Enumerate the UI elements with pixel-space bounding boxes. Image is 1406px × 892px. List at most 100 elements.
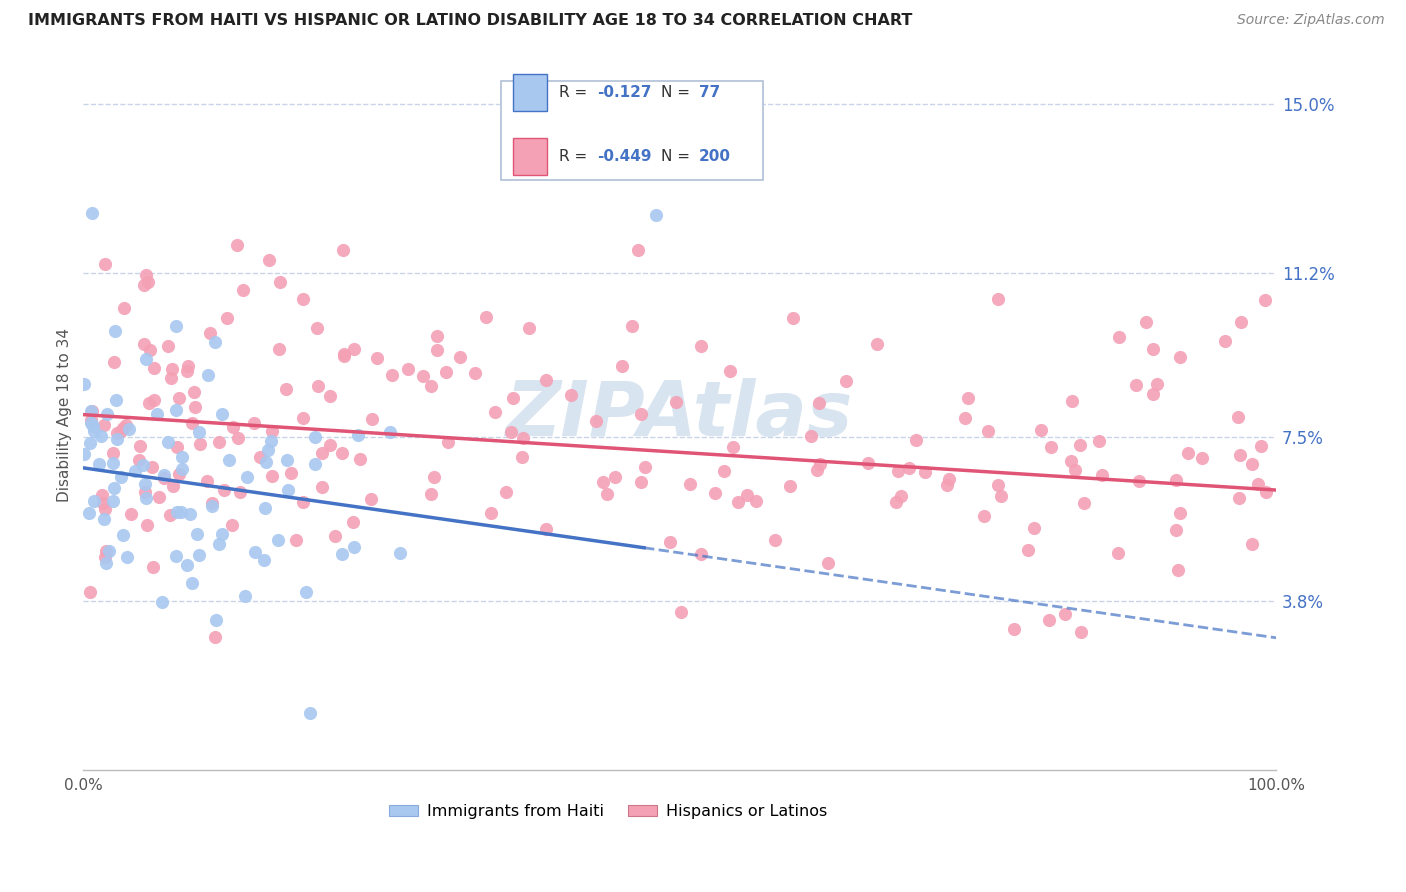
Point: [110, 424, 132, 438]
Point: [93, 417, 115, 432]
Point: [91, 496, 114, 510]
Point: [94, 556, 117, 570]
Point: [886, 464, 908, 478]
Text: N =: N =: [661, 85, 695, 100]
Point: [1229, 448, 1251, 462]
Point: [721, 440, 744, 454]
Point: [132, 458, 155, 473]
Point: [295, 585, 318, 599]
Point: [610, 359, 633, 374]
Point: [330, 446, 353, 460]
Point: [153, 471, 176, 485]
Point: [727, 495, 749, 509]
Point: [186, 527, 208, 541]
Point: [98, 544, 121, 558]
Point: [136, 518, 159, 533]
Point: [495, 485, 517, 500]
Point: [94, 502, 117, 516]
Point: [188, 437, 211, 451]
Point: [136, 275, 159, 289]
Point: [502, 391, 524, 405]
Point: [79, 404, 101, 418]
Point: [884, 495, 907, 509]
Text: R =: R =: [560, 149, 592, 163]
FancyBboxPatch shape: [513, 74, 547, 111]
Point: [285, 533, 308, 548]
Point: [103, 355, 125, 369]
Point: [361, 411, 384, 425]
Text: IMMIGRANTS FROM HAITI VS HISPANIC OR LATINO DISABILITY AGE 18 TO 34 CORRELATION : IMMIGRANTS FROM HAITI VS HISPANIC OR LAT…: [28, 13, 912, 29]
Point: [105, 392, 128, 407]
Point: [177, 359, 200, 373]
Point: [1073, 496, 1095, 510]
Point: [176, 558, 198, 573]
Point: [201, 499, 224, 513]
Text: ZIPAtlas: ZIPAtlas: [506, 377, 853, 451]
Point: [1038, 613, 1060, 627]
Text: -0.127: -0.127: [598, 85, 652, 100]
Point: [215, 310, 238, 325]
Point: [620, 319, 643, 334]
Point: [665, 395, 688, 409]
Point: [914, 465, 936, 479]
Point: [267, 342, 290, 356]
Point: [977, 424, 1000, 438]
Point: [343, 342, 366, 356]
Point: [110, 470, 132, 484]
Point: [560, 388, 582, 402]
Point: [1125, 378, 1147, 392]
Point: [165, 402, 187, 417]
Point: [262, 468, 284, 483]
Point: [1168, 351, 1191, 365]
Point: [990, 489, 1012, 503]
Point: [534, 373, 557, 387]
Point: [1213, 334, 1236, 349]
Point: [183, 385, 205, 400]
Point: [80, 413, 103, 427]
Point: [93, 257, 115, 271]
Point: [134, 484, 156, 499]
Point: [713, 464, 735, 478]
Point: [166, 504, 188, 518]
Point: [79, 585, 101, 599]
Point: [1128, 474, 1150, 488]
Point: [1177, 445, 1199, 459]
Point: [253, 552, 276, 566]
Point: [188, 425, 211, 440]
Point: [938, 472, 960, 486]
Point: [426, 343, 449, 357]
Point: [866, 337, 889, 351]
Point: [169, 467, 191, 481]
Point: [162, 479, 184, 493]
Point: [645, 208, 668, 222]
Point: [423, 470, 446, 484]
Point: [1069, 437, 1091, 451]
Point: [858, 457, 880, 471]
Point: [464, 367, 486, 381]
Point: [73, 376, 96, 391]
Point: [1135, 315, 1157, 329]
Point: [311, 480, 333, 494]
Point: [1108, 330, 1130, 344]
Point: [426, 329, 449, 343]
Point: [481, 506, 503, 520]
Point: [79, 436, 101, 450]
Point: [87, 458, 110, 472]
Point: [1146, 377, 1168, 392]
Point: [765, 533, 787, 547]
Point: [82, 418, 104, 433]
Point: [198, 326, 221, 340]
Point: [103, 481, 125, 495]
Point: [987, 478, 1010, 492]
Point: [187, 548, 209, 562]
Point: [936, 477, 959, 491]
Point: [807, 396, 830, 410]
Point: [304, 430, 326, 444]
Point: [323, 529, 346, 543]
Point: [143, 361, 166, 376]
Point: [236, 469, 259, 483]
Point: [170, 505, 193, 519]
Point: [342, 515, 364, 529]
Point: [148, 490, 170, 504]
Point: [1230, 315, 1253, 329]
